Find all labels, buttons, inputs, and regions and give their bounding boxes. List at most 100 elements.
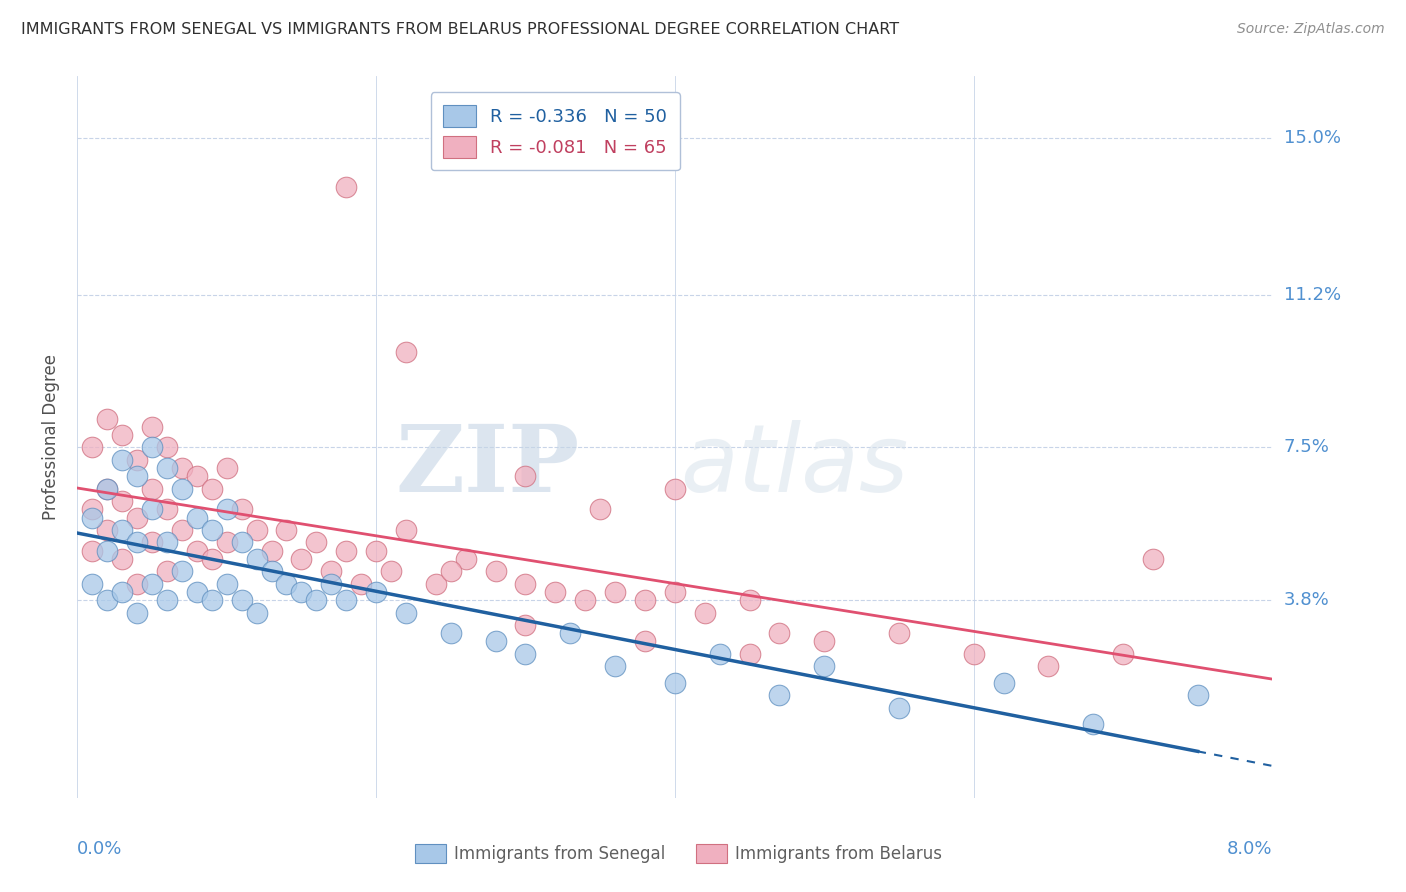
- Point: [82, 502, 104, 516]
- Point: [201, 552, 224, 566]
- Text: 15.0%: 15.0%: [1284, 128, 1340, 147]
- Point: [127, 510, 149, 524]
- Point: [231, 593, 253, 607]
- Point: [290, 585, 312, 599]
- Text: Immigrants from Belarus: Immigrants from Belarus: [735, 845, 942, 863]
- Point: [305, 593, 328, 607]
- Point: [246, 606, 269, 620]
- Point: [186, 585, 208, 599]
- Point: [366, 585, 388, 599]
- Point: [96, 411, 118, 425]
- Point: [156, 502, 179, 516]
- Point: [1038, 659, 1060, 673]
- Point: [170, 564, 193, 578]
- Point: [485, 634, 508, 648]
- Point: [440, 564, 463, 578]
- Point: [156, 461, 179, 475]
- Point: [335, 543, 357, 558]
- Legend: R = -0.336   N = 50, R = -0.081   N = 65: R = -0.336 N = 50, R = -0.081 N = 65: [430, 92, 681, 170]
- Point: [605, 585, 627, 599]
- Point: [170, 523, 193, 537]
- Point: [231, 502, 253, 516]
- Point: [260, 543, 283, 558]
- Point: [231, 535, 253, 549]
- Point: [605, 659, 627, 673]
- Point: [1112, 647, 1135, 661]
- Point: [560, 626, 582, 640]
- Point: [276, 523, 298, 537]
- Point: [96, 593, 118, 607]
- Point: [111, 494, 134, 508]
- Point: [170, 482, 193, 496]
- Point: [82, 441, 104, 455]
- Point: [425, 576, 447, 591]
- Point: [366, 543, 388, 558]
- Point: [589, 502, 612, 516]
- Point: [156, 441, 179, 455]
- Point: [664, 585, 686, 599]
- Point: [963, 647, 986, 661]
- Point: [201, 482, 224, 496]
- Point: [246, 523, 269, 537]
- Text: Immigrants from Senegal: Immigrants from Senegal: [454, 845, 665, 863]
- Point: [215, 535, 238, 549]
- Point: [96, 482, 118, 496]
- Point: [515, 647, 537, 661]
- Point: [813, 659, 835, 673]
- Text: 11.2%: 11.2%: [1284, 285, 1341, 303]
- Text: 8.0%: 8.0%: [1227, 840, 1272, 858]
- Point: [693, 606, 716, 620]
- Text: 7.5%: 7.5%: [1284, 438, 1330, 457]
- Point: [664, 482, 686, 496]
- Point: [768, 626, 790, 640]
- Point: [260, 564, 283, 578]
- Point: [127, 535, 149, 549]
- Text: IMMIGRANTS FROM SENEGAL VS IMMIGRANTS FROM BELARUS PROFESSIONAL DEGREE CORRELATI: IMMIGRANTS FROM SENEGAL VS IMMIGRANTS FR…: [21, 22, 900, 37]
- Point: [276, 576, 298, 591]
- Point: [290, 552, 312, 566]
- Point: [96, 523, 118, 537]
- Point: [96, 482, 118, 496]
- Point: [111, 452, 134, 467]
- Point: [813, 634, 835, 648]
- Point: [515, 469, 537, 483]
- Point: [246, 552, 269, 566]
- Point: [127, 469, 149, 483]
- Point: [215, 461, 238, 475]
- Point: [395, 345, 418, 359]
- Point: [186, 543, 208, 558]
- Point: [709, 647, 731, 661]
- Point: [201, 523, 224, 537]
- Point: [186, 510, 208, 524]
- Point: [738, 647, 761, 661]
- Point: [156, 593, 179, 607]
- Point: [664, 675, 686, 690]
- Point: [887, 626, 910, 640]
- Point: [305, 535, 328, 549]
- Point: [768, 688, 790, 702]
- Point: [156, 535, 179, 549]
- Point: [1142, 552, 1164, 566]
- Text: atlas: atlas: [681, 420, 908, 511]
- Text: Professional Degree: Professional Degree: [42, 354, 60, 520]
- Point: [350, 576, 373, 591]
- Point: [738, 593, 761, 607]
- Point: [321, 564, 343, 578]
- Text: Source: ZipAtlas.com: Source: ZipAtlas.com: [1237, 22, 1385, 37]
- Point: [141, 576, 163, 591]
- Point: [141, 502, 163, 516]
- Point: [1083, 717, 1105, 731]
- Point: [170, 461, 193, 475]
- Text: ZIP: ZIP: [395, 421, 579, 511]
- Point: [111, 585, 134, 599]
- Point: [141, 441, 163, 455]
- Point: [141, 535, 163, 549]
- Point: [544, 585, 567, 599]
- Point: [887, 700, 910, 714]
- Point: [186, 469, 208, 483]
- Point: [380, 564, 402, 578]
- Point: [515, 618, 537, 632]
- Point: [82, 510, 104, 524]
- Point: [215, 576, 238, 591]
- Point: [82, 576, 104, 591]
